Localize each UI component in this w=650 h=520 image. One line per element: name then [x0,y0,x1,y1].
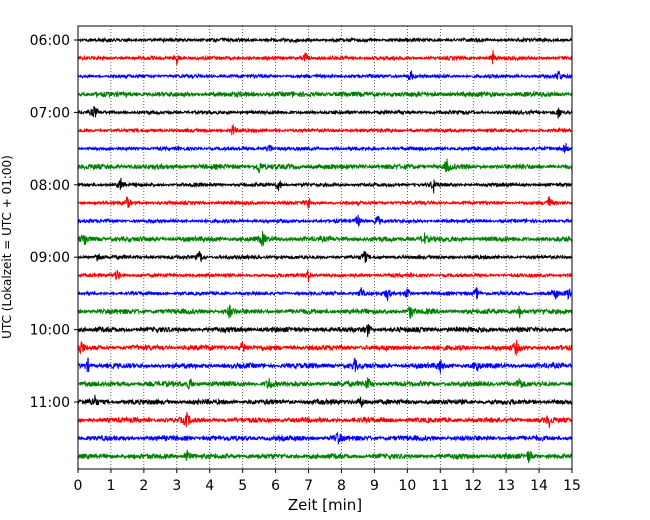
x-tick-label: 10 [398,478,416,494]
x-tick-label: 3 [172,478,181,494]
trace-0645 [77,90,573,99]
y-tick-label: 09:00 [30,250,70,266]
x-tick-label: 2 [139,478,148,494]
grid-lines [110,26,540,469]
seismogram-traces [77,36,573,464]
trace-1000 [77,324,573,338]
x-tick-label: 8 [337,478,346,494]
trace-0715 [77,124,572,136]
trace-1015 [77,340,573,356]
trace-1100 [77,394,573,408]
trace-1130 [77,431,573,445]
x-tick-label: 5 [238,478,247,494]
x-axis-label: Zeit [min] [288,496,362,514]
trace-1030 [77,357,573,374]
trace-1115 [77,411,573,428]
y-tick-label: 06:00 [30,33,70,49]
x-tick-label: 12 [464,478,482,494]
trace-0930 [77,287,573,302]
trace-0600 [77,36,573,44]
x-tick-label: 14 [530,478,548,494]
x-tick-label: 13 [497,478,515,494]
trace-0915 [78,269,573,283]
x-tick-label: 4 [205,478,214,494]
trace-0945 [77,304,573,319]
y-tick-label: 08:00 [30,178,70,194]
trace-0700 [77,106,573,119]
x-tick-label: 15 [563,478,581,494]
y-tick-label: 10:00 [30,323,70,339]
plot-frame [77,25,573,470]
x-axis: 0 1 2 3 4 5 6 7 8 9 10 11 12 13 14 15 [74,469,581,494]
trace-0830 [77,214,573,227]
trace-0845 [77,231,573,247]
trace-0815 [77,196,573,209]
trace-0745 [77,158,573,174]
x-tick-label: 1 [106,478,115,494]
x-tick-label: 11 [431,478,449,494]
y-tick-label: 07:00 [30,105,70,121]
trace-0730 [77,142,573,154]
trace-1045 [77,377,573,391]
trace-0615 [77,49,573,65]
x-tick-label: 9 [370,478,379,494]
trace-0630 [77,70,573,81]
trace-0800 [77,177,573,194]
y-tick-label: 11:00 [30,395,70,411]
y-axis-label: UTC (Lokalzeit = UTC + 01:00) [0,155,14,339]
x-tick-label: 6 [271,478,280,494]
x-tick-label: 0 [74,478,83,494]
trace-1145 [77,449,573,464]
y-axis: 06:00 07:00 08:00 09:00 10:00 11:00 [30,33,78,411]
trace-0900 [77,250,573,264]
x-tick-label: 7 [304,478,313,494]
